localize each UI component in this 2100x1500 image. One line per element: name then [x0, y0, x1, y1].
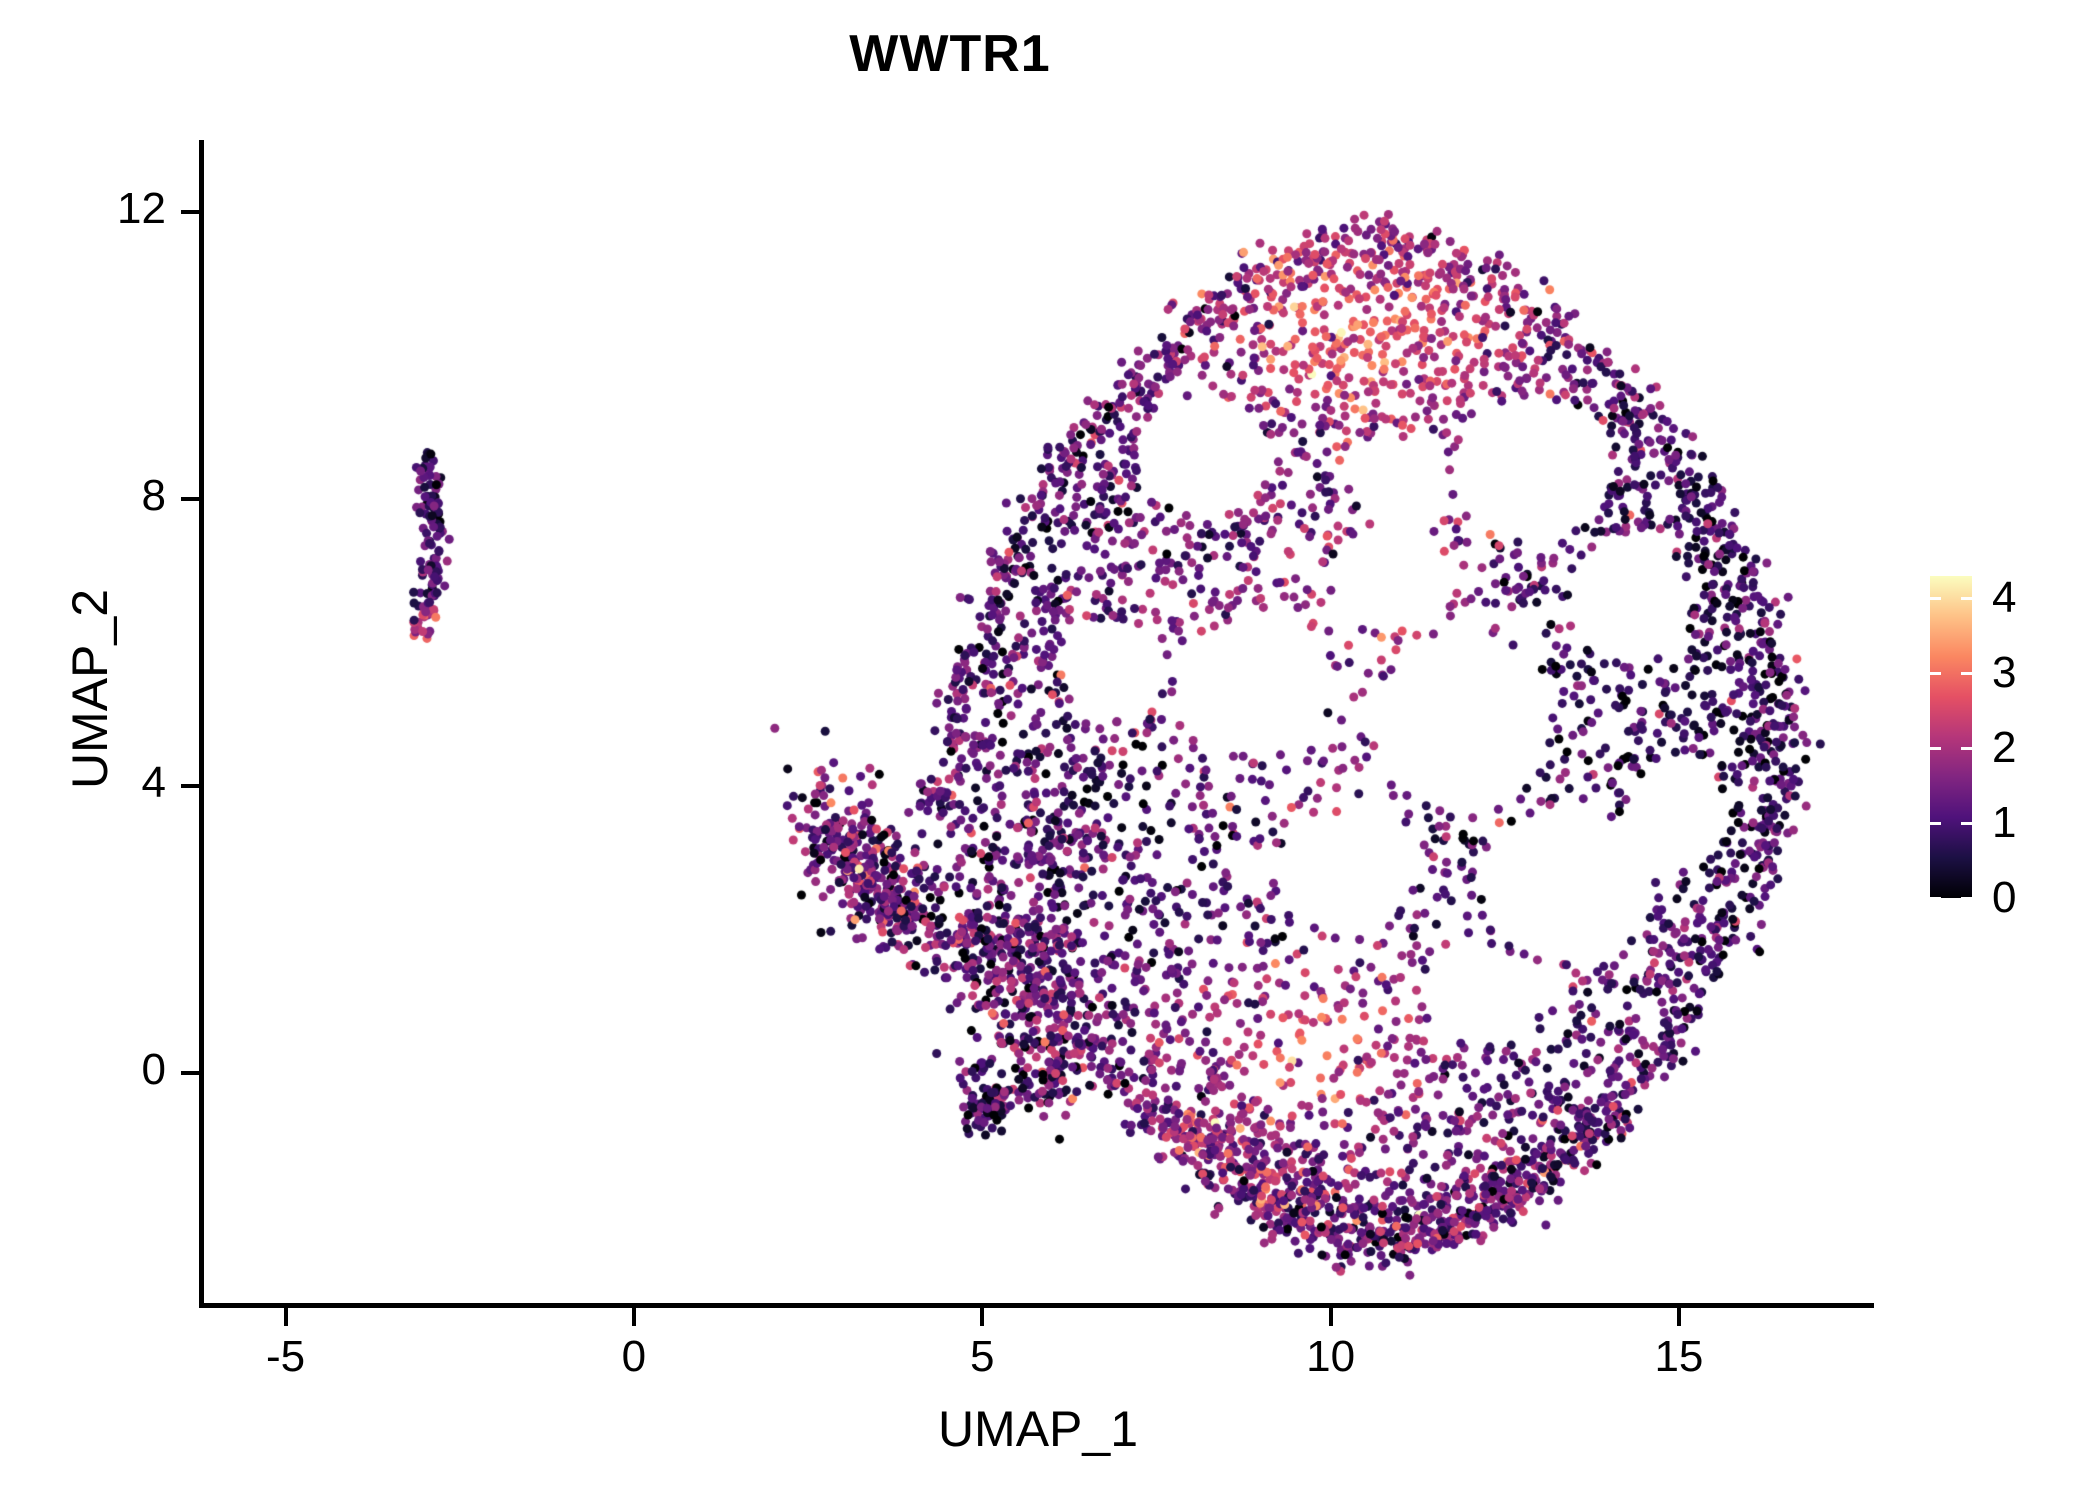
legend-tick-mark	[1961, 822, 1972, 826]
x-tick-label: 10	[1306, 1332, 1356, 1381]
y-tick-label: 4	[141, 758, 166, 808]
scatter-plot-panel	[202, 140, 1874, 1303]
legend-label: 3	[1992, 648, 2017, 698]
y-axis-label: UMAP_2	[62, 588, 118, 790]
x-tick-label: 15	[1654, 1332, 1704, 1381]
legend-tick-mark	[1930, 822, 1941, 826]
x-tick-mark	[980, 1308, 985, 1326]
x-axis-label: UMAP_1	[937, 1401, 1139, 1457]
color-legend: 0 1 2 3 4	[1930, 573, 2080, 920]
legend-label: 4	[1992, 573, 2017, 623]
legend-label: 1	[1992, 798, 2017, 848]
x-tick-mark	[1676, 1308, 1681, 1326]
x-tick-label: 5	[970, 1332, 995, 1381]
scatter-points-layer	[202, 140, 1874, 1303]
y-axis-line	[199, 140, 204, 1308]
y-tick-label: 0	[141, 1045, 166, 1095]
legend-tick-mark	[1961, 672, 1972, 676]
x-tick-label: -5	[266, 1332, 306, 1381]
legend-tick-mark	[1930, 747, 1941, 751]
legend-tick-mark	[1961, 897, 1972, 900]
y-tick-mark	[181, 209, 199, 214]
legend-tick-mark	[1930, 897, 1941, 900]
page-title: WWTR1	[849, 25, 1051, 83]
y-tick-mark	[181, 496, 199, 501]
legend-tick-mark	[1961, 597, 1972, 601]
x-tick-mark	[631, 1308, 636, 1326]
y-tick-mark	[181, 1071, 199, 1076]
legend-tick-mark	[1961, 747, 1972, 751]
legend-label: 0	[1992, 873, 2017, 922]
y-tick-label: 12	[117, 183, 166, 233]
legend-tick-mark	[1930, 672, 1941, 676]
y-tick-mark	[181, 784, 199, 789]
x-axis-line	[202, 1303, 1874, 1308]
legend-tick-mark	[1930, 597, 1941, 601]
y-tick-label: 8	[141, 470, 166, 520]
x-tick-label: 0	[621, 1332, 647, 1381]
x-tick-mark	[1328, 1308, 1333, 1326]
legend-label: 2	[1992, 723, 2017, 773]
x-tick-mark	[283, 1308, 288, 1326]
legend-colorbar	[1930, 576, 1972, 898]
